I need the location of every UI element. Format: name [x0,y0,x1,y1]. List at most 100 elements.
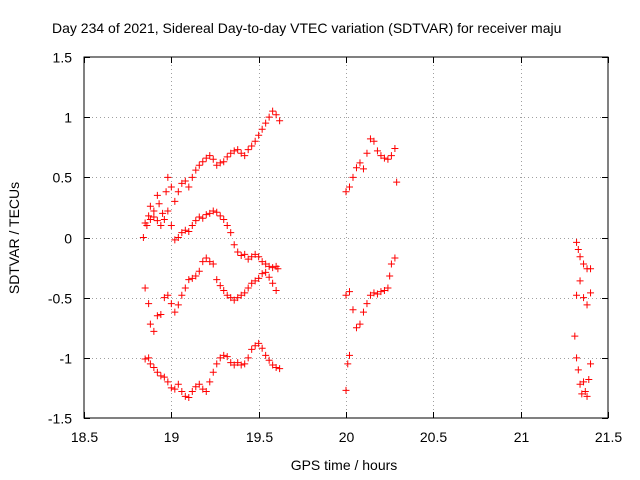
data-point [345,288,353,296]
data-point [216,212,224,220]
data-point [356,159,364,167]
data-point [587,289,595,297]
data-point [145,354,153,362]
data-point [188,221,196,229]
data-point [344,360,352,368]
data-point [276,117,284,125]
data-point [171,197,179,205]
data-point [195,267,203,275]
data-point [141,284,149,292]
data-point [159,209,167,217]
data-point [258,344,266,352]
data-point [384,284,392,292]
x-tick-label: 21 [514,429,530,445]
data-point [185,276,193,284]
data-point [234,146,242,154]
data-point [216,282,224,290]
data-point [255,339,263,347]
data-point [255,253,263,261]
data-point [587,265,595,273]
data-point [181,392,189,400]
data-point [146,360,154,368]
data-point [199,214,207,222]
data-point [352,324,360,332]
data-point [202,388,210,396]
data-point [146,202,154,210]
data-point [139,234,147,241]
data-point [195,213,203,221]
data-point [265,356,273,364]
data-point [583,301,591,309]
data-point [223,353,231,361]
data-point [244,284,252,292]
data-point [174,188,182,196]
data-point [241,360,249,368]
data-point [363,149,371,157]
data-point [162,188,170,196]
data-point [269,279,277,287]
y-tick-labels: -1.5 -1 -0.5 0 0.5 1 1.5 [48,50,72,427]
data-point [276,365,284,373]
data-point [167,300,175,308]
data-point [220,215,228,223]
data-point [167,384,175,392]
data-point [349,173,357,181]
data-point [262,351,270,359]
data-point [171,385,179,393]
data-point [185,227,193,235]
data-point [213,276,221,284]
data-point [178,291,186,299]
data-point [241,152,249,160]
data-point [262,119,270,127]
data-point [230,147,238,155]
track-4-series [141,332,595,402]
data-point [241,289,249,297]
data-point [202,211,210,219]
data-point [153,217,161,225]
grid-lines [84,57,608,418]
data-point [199,158,207,166]
data-point [220,286,228,294]
data-point [269,107,277,115]
data-point [342,386,350,394]
x-tick-label: 21.5 [595,429,622,445]
data-point [345,183,353,191]
data-point [195,161,203,169]
data-point [387,260,395,268]
data-point [342,188,350,196]
track-3-series [141,254,595,335]
data-point [164,291,172,299]
data-point [274,265,282,273]
data-point [352,164,360,172]
x-axis-label: GPS time / hours [291,457,398,473]
data-point [580,378,588,386]
data-point [373,147,381,155]
data-point [164,173,172,181]
data-point [178,388,186,396]
data-point [573,354,581,362]
y-tick-label: 1 [64,110,72,126]
data-point [150,207,158,215]
track-1-series [141,107,401,227]
data-point [580,294,588,302]
data-point [164,207,172,215]
data-point [265,273,273,281]
data-point [181,284,189,292]
data-point [349,306,357,314]
data-point [359,308,367,316]
data-point [391,144,399,152]
data-point [387,152,395,160]
data-point [265,262,273,270]
data-point [227,229,235,237]
data-point [377,288,385,296]
data-point [192,272,200,280]
y-tick-label: -1 [60,351,73,367]
data-point [160,373,168,381]
data-point [384,155,392,163]
data-point [171,308,179,316]
data-point [258,125,266,133]
data-point [251,137,259,145]
data-point [213,360,221,368]
data-point [174,234,182,241]
